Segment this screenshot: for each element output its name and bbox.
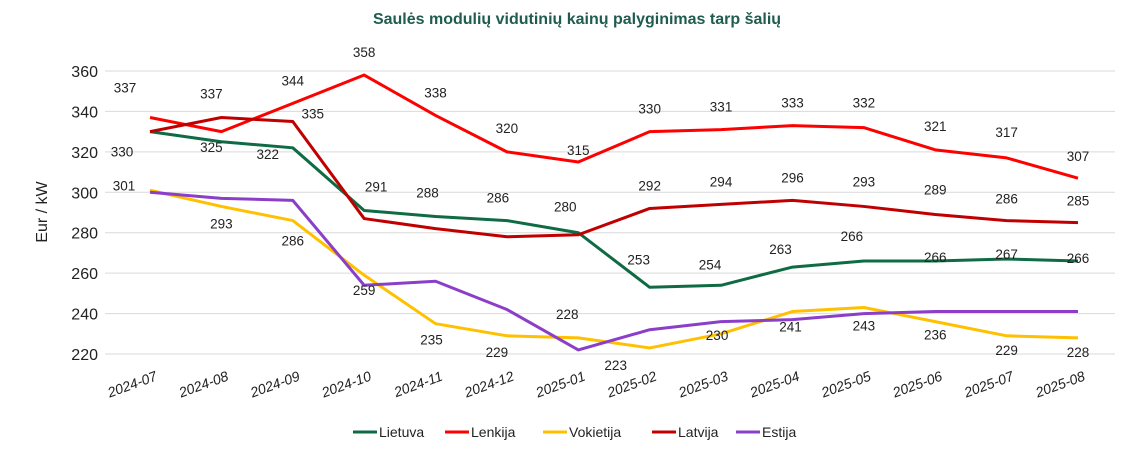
data-label: 223 (604, 358, 627, 373)
y-tick-label: 240 (71, 307, 98, 324)
legend-item-latvija[interactable]: Latvija (652, 424, 719, 440)
data-label: 337 (200, 86, 223, 101)
data-label: 344 (282, 73, 305, 88)
data-label: 289 (924, 183, 947, 198)
data-label: 293 (853, 174, 876, 189)
legend-label: Latvija (678, 424, 719, 440)
legend-item-lietuva[interactable]: Lietuva (353, 424, 424, 440)
series-line-vokietija (149, 188, 1079, 350)
data-label: 330 (111, 145, 134, 160)
data-label: 236 (924, 328, 947, 343)
data-label: 259 (353, 283, 376, 298)
data-label: 286 (995, 192, 1018, 207)
data-label: 254 (699, 257, 722, 272)
x-tick-label: 2025-06 (890, 368, 945, 401)
x-tick-label: 2025-01 (533, 368, 588, 401)
legend: Lietuva Lenkija Vokietija Latvija Estija (353, 424, 796, 440)
legend-item-lenkija[interactable]: Lenkija (445, 424, 516, 440)
data-label: 307 (1067, 149, 1090, 164)
x-tick-label: 2025-03 (675, 368, 730, 401)
x-tick-label: 2024-09 (247, 368, 302, 401)
legend-label: Lietuva (379, 424, 424, 440)
data-label: 229 (486, 345, 509, 360)
data-label: 325 (200, 140, 223, 155)
data-labels: 325 322 291 288 286 280 253 254 263 266 266 267 266 3… (111, 45, 1090, 373)
x-tick-label: 2025-08 (1032, 368, 1087, 401)
x-tick-label: 2025-04 (747, 368, 802, 401)
data-label: 288 (416, 186, 439, 201)
legend-item-estija[interactable]: Estija (736, 424, 796, 440)
data-label: 230 (706, 328, 729, 343)
data-label: 286 (282, 234, 305, 249)
data-label: 335 (302, 107, 325, 122)
data-label: 333 (781, 96, 804, 111)
data-label: 317 (995, 125, 1018, 140)
series-line-estija (149, 190, 1078, 352)
legend-label: Estija (762, 424, 796, 440)
grid: 220 240 260 280 300 320 340 360 (71, 64, 1115, 364)
data-label: 228 (556, 307, 579, 322)
x-tick-label: 2025-05 (818, 368, 873, 401)
x-tick-label: 2025-07 (961, 367, 1017, 400)
series-line-lietuva (149, 130, 1079, 289)
x-tick-label: 2024-07 (104, 367, 160, 400)
y-axis-label: Eur / kW (34, 180, 51, 242)
data-label: 301 (113, 178, 136, 193)
data-label: 266 (924, 250, 947, 265)
y-tick-label: 340 (71, 104, 98, 121)
data-label: 263 (769, 242, 792, 257)
data-label: 330 (638, 102, 661, 117)
data-label: 266 (841, 229, 864, 244)
y-tick-label: 220 (71, 347, 98, 364)
x-tick-label: 2024-11 (391, 368, 445, 401)
y-tick-label: 300 (71, 185, 98, 202)
y-tick-label: 360 (71, 64, 98, 81)
data-label: 228 (1067, 345, 1090, 360)
data-label: 292 (638, 178, 661, 193)
data-label: 332 (853, 96, 876, 111)
data-label: 229 (995, 343, 1018, 358)
x-tick-label: 2024-08 (176, 368, 231, 401)
data-label: 293 (210, 216, 233, 231)
data-label: 280 (554, 200, 577, 215)
data-label: 235 (420, 333, 443, 348)
data-label: 315 (567, 143, 590, 158)
data-label: 241 (779, 320, 802, 335)
data-label: 320 (496, 121, 519, 136)
y-tick-label: 280 (71, 226, 98, 243)
data-label: 358 (353, 45, 376, 60)
series-line-lenkija (149, 73, 1079, 180)
legend-item-vokietija[interactable]: Vokietija (543, 424, 621, 440)
data-label: 286 (487, 191, 510, 206)
data-label: 337 (114, 80, 137, 95)
data-label: 322 (257, 147, 280, 162)
data-label: 291 (365, 179, 388, 194)
data-label: 267 (995, 247, 1018, 262)
legend-label: Vokietija (569, 424, 621, 440)
data-label: 338 (424, 85, 447, 100)
data-label: 294 (710, 174, 733, 189)
data-label: 296 (781, 170, 804, 185)
series-line-latvija (149, 115, 1079, 239)
data-label: 243 (853, 319, 876, 334)
series-lines (149, 73, 1079, 352)
chart-title: Saulės modulių vidutinių kainų palyginim… (373, 11, 781, 28)
data-label: 285 (1067, 194, 1090, 209)
x-tick-label: 2024-10 (318, 368, 373, 401)
data-label: 253 (627, 252, 650, 267)
data-label: 331 (710, 100, 733, 115)
data-label: 266 (1067, 251, 1090, 266)
x-axis: 2024-07 2024-08 2024-09 2024-10 2024-11 2024-… (104, 367, 1087, 400)
y-tick-label: 320 (71, 145, 98, 162)
data-label: 321 (924, 119, 947, 134)
legend-label: Lenkija (471, 424, 516, 440)
x-tick-label: 2024-12 (461, 368, 516, 401)
y-tick-label: 260 (71, 266, 98, 283)
